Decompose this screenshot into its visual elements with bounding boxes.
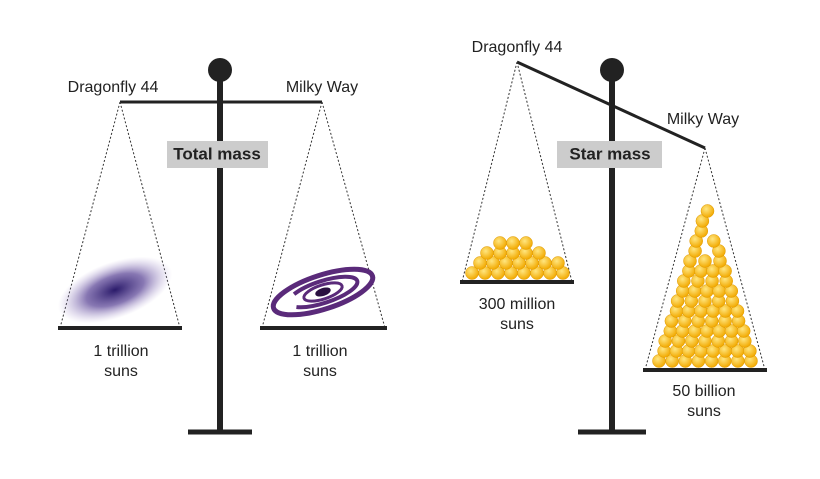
amount: suns [687, 403, 721, 420]
amount: suns [303, 363, 337, 380]
label: Dragonfly 44 [472, 39, 563, 56]
star-mass-scale: Star mass Dragonfly 44 Milky Way 300 mil… [460, 39, 767, 435]
sun [700, 204, 715, 218]
sun [707, 234, 721, 248]
label: Milky Way [667, 111, 739, 128]
suns [465, 204, 758, 368]
sun [493, 236, 507, 250]
amount: 1 trillion [93, 343, 148, 360]
label: Milky Way [286, 79, 358, 96]
sun [551, 256, 565, 270]
sun [506, 236, 520, 250]
total-mass-scale: Total mass Dragonfly 44 Milky Way 1 tril… [57, 58, 387, 435]
sun [532, 246, 546, 260]
amount: suns [500, 316, 534, 333]
sun [480, 246, 494, 260]
label: Dragonfly 44 [68, 79, 159, 96]
amount: suns [104, 363, 138, 380]
caption: Star mass [569, 144, 650, 163]
amount: 1 trillion [292, 343, 347, 360]
amount: 50 billion [672, 383, 735, 400]
sun [698, 254, 712, 268]
sun [519, 236, 533, 250]
caption: Total mass [173, 144, 261, 163]
amount: 300 million [479, 296, 555, 313]
milky-way-galaxy [270, 266, 376, 318]
dragonfly-galaxy [57, 256, 173, 324]
